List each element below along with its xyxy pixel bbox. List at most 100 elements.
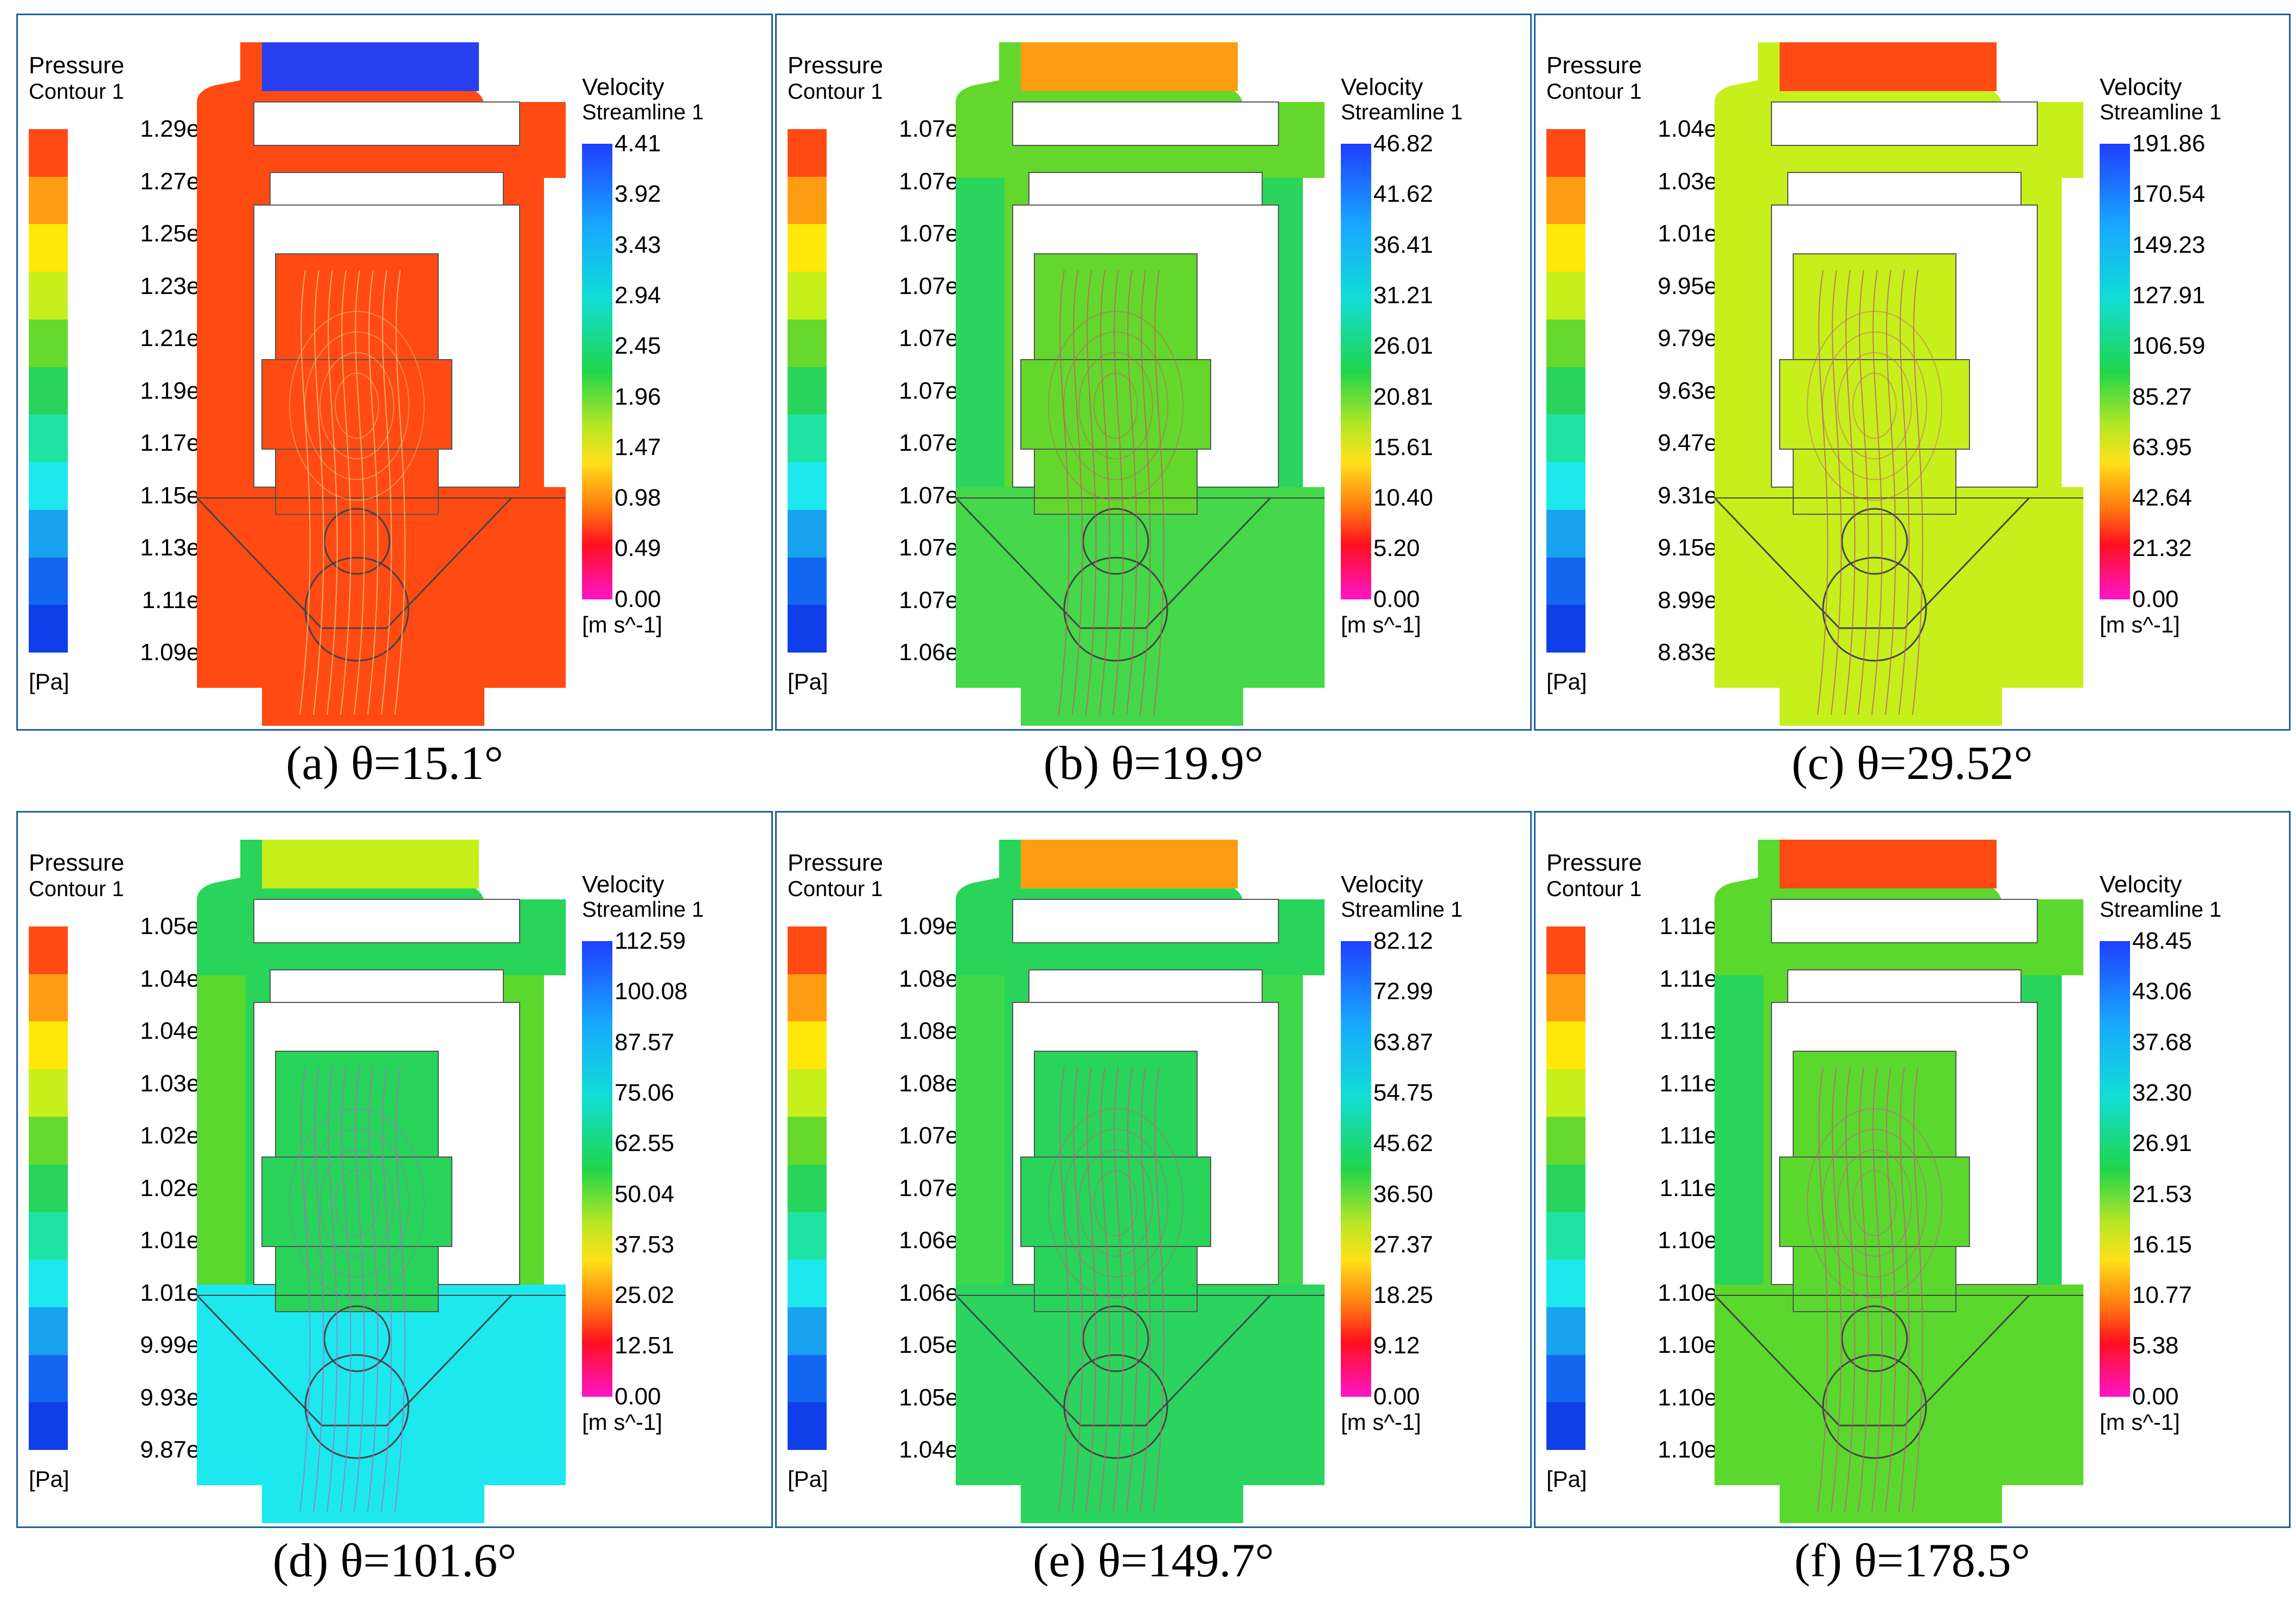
velocity-tick-label: 27.37: [1373, 1231, 1434, 1258]
pressure-colorbar: [788, 926, 827, 1450]
panel-d: Pressure Contour 1 1.05e+08 1.04e+08 1.04e+0…: [16, 811, 773, 1528]
bottom-notch-right: [1243, 1485, 1325, 1523]
bottom-notch-left: [1715, 688, 1780, 726]
pressure-colorbar-segment: [29, 605, 68, 653]
pressure-legend-subtitle: Contour 1: [29, 877, 124, 901]
streamline: [1817, 1067, 1828, 1513]
cfd-domain: [196, 42, 566, 726]
bottom-notch-right: [1243, 688, 1325, 726]
top-cap-region: [1021, 42, 1238, 91]
velocity-tick-label: 3.92: [615, 181, 661, 208]
streamline: [313, 1067, 324, 1513]
pressure-colorbar-segment: [788, 1212, 827, 1260]
neck-outline: [1082, 1305, 1149, 1372]
velocity-tick-label: 2.45: [615, 333, 661, 360]
velocity-legend-title: Velocity: [582, 74, 664, 100]
pressure-colorbar: [1546, 926, 1585, 1450]
vortex-streamline: [335, 373, 379, 439]
velocity-tick-label: 10.77: [2132, 1282, 2192, 1309]
velocity-tick-label: 3.43: [615, 231, 661, 258]
pressure-colorbar-segment: [29, 367, 68, 415]
pressure-colorbar-segment: [1546, 319, 1585, 367]
cfd-domain: [955, 42, 1325, 726]
pressure-colorbar-segment: [1546, 1307, 1585, 1355]
vortex-streamline: [1807, 1108, 1942, 1298]
lower-chamber-region: [197, 1284, 566, 1523]
pressure-colorbar-segment: [1546, 1402, 1585, 1450]
streamline: [1871, 270, 1883, 715]
streamline: [340, 1067, 351, 1513]
streamline: [367, 1067, 379, 1513]
velocity-tick-label: 32.30: [2132, 1079, 2192, 1106]
velocity-tick-label: 45.62: [1373, 1130, 1434, 1157]
velocity-tick-label: 1.47: [615, 433, 661, 461]
panel-caption: (b) θ=19.9°: [1043, 737, 1264, 790]
panel-f: Pressure Contour 1 1.11e+08 1.11e+08 1.11e+0…: [1534, 811, 2291, 1528]
pressure-colorbar-segment: [1546, 1212, 1585, 1260]
velocity-tick-label: 149.23: [2132, 231, 2205, 258]
pressure-legend-subtitle: Contour 1: [1546, 80, 1642, 104]
pressure-colorbar-segment: [29, 224, 68, 272]
streamline: [1817, 270, 1828, 715]
streamline: [1126, 270, 1137, 715]
pressure-legend-title: Pressure: [29, 52, 125, 79]
bottom-notch-right: [484, 1485, 566, 1523]
velocity-unit: [m s^-1]: [582, 612, 663, 637]
neck-outline: [1841, 508, 1908, 575]
streamline: [1844, 1067, 1856, 1513]
velocity-legend-subtitle: Streamline 1: [582, 898, 704, 922]
velocity-tick-label: 0.00: [615, 585, 661, 612]
pressure-colorbar-segment: [788, 1069, 827, 1117]
pressure-colorbar-segment: [29, 557, 68, 605]
pressure-colorbar-segment: [788, 1021, 827, 1070]
bottom-notch-right: [484, 688, 566, 726]
velocity-tick-label: 112.59: [615, 928, 686, 954]
velocity-tick-label: 26.01: [1373, 333, 1434, 360]
lower-chamber-region: [1715, 487, 2083, 726]
valve-core-lower: [1034, 1246, 1198, 1312]
bottom-notch-left: [1715, 1485, 1780, 1523]
pressure-colorbar-segment: [1546, 129, 1585, 177]
velocity-colorbar: [582, 941, 612, 1397]
pressure-colorbar-segment: [1546, 1354, 1585, 1403]
velocity-tick-label: 42.64: [2132, 484, 2192, 512]
figure-cell-a: Pressure Contour 1 1.29e+08 1.27e+08 1.25e+0…: [16, 14, 773, 795]
velocity-unit: [m s^-1]: [1341, 1409, 1422, 1435]
pressure-colorbar-segment: [788, 1164, 827, 1212]
velocity-unit: [m s^-1]: [1341, 612, 1422, 637]
velocity-tick-label: 15.61: [1373, 433, 1434, 461]
pressure-colorbar-segment: [29, 272, 68, 319]
pressure-colorbar-segment: [788, 926, 827, 974]
streamline: [1898, 1067, 1910, 1513]
pressure-colorbar-segment: [29, 974, 68, 1022]
bottom-notch-right: [2002, 688, 2083, 726]
streamline: [1058, 270, 1070, 715]
streamline: [327, 1067, 338, 1513]
pressure-colorbar-segment: [29, 509, 68, 558]
velocity-tick-label: 0.00: [2132, 1383, 2179, 1410]
velocity-tick-label: 0.00: [2132, 585, 2179, 612]
bottom-notch-left: [197, 1485, 262, 1523]
pressure-colorbar-segment: [1546, 272, 1585, 319]
velocity-tick-label: 63.87: [1373, 1028, 1434, 1056]
velocity-tick-label: 37.53: [615, 1231, 675, 1258]
streamline: [381, 1067, 392, 1513]
velocity-legend-title: Velocity: [2100, 74, 2182, 100]
streamline: [1844, 270, 1856, 715]
seat-gap: [1787, 969, 2022, 1003]
figure-cell-c: Pressure Contour 1 1.04e+08 1.03e+08 1.01e+0…: [1534, 14, 2291, 795]
velocity-tick-label: 0.98: [615, 484, 661, 512]
velocity-legend-subtitle: Streamline 1: [582, 100, 704, 124]
pressure-colorbar-segment: [788, 605, 827, 653]
top-cap-region: [262, 840, 479, 889]
velocity-tick-label: 10.40: [1373, 484, 1434, 512]
upper-gap: [1012, 899, 1279, 943]
streamline: [1858, 1067, 1869, 1513]
pressure-colorbar-segment: [788, 1307, 827, 1355]
pressure-colorbar-segment: [1546, 462, 1585, 510]
streamline: [1112, 1067, 1124, 1513]
valve-core-upper: [1034, 253, 1198, 360]
pressure-colorbar-segment: [29, 1116, 68, 1165]
funnel-outline: [955, 1294, 1271, 1427]
upper-gap: [253, 899, 520, 943]
